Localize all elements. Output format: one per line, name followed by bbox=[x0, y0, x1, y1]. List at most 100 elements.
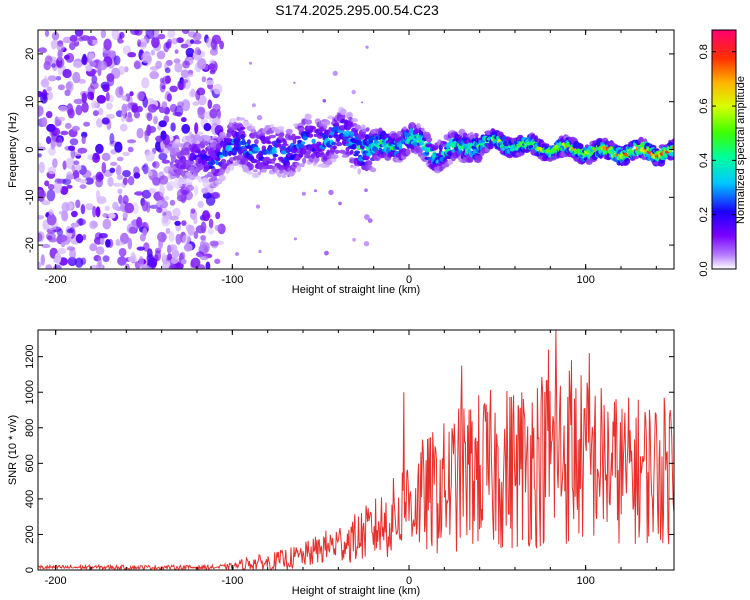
colorbar-title: Normalized spectral amplitude bbox=[735, 76, 747, 224]
noise-blob bbox=[118, 247, 127, 257]
ridge-blob bbox=[248, 163, 254, 171]
noise-blob bbox=[167, 253, 173, 261]
noise-blob bbox=[88, 39, 93, 45]
noise-blob bbox=[46, 214, 57, 226]
noise-blob bbox=[182, 60, 191, 69]
snr-y-tick-label: 800 bbox=[24, 419, 36, 437]
colorbar-tick-label: 0.4 bbox=[698, 153, 710, 168]
noise-blob bbox=[145, 150, 155, 162]
snr-series-line bbox=[38, 330, 674, 570]
noise-blob bbox=[209, 108, 218, 119]
noise-blob bbox=[215, 211, 221, 220]
noise-blob bbox=[205, 79, 215, 86]
noise-blob bbox=[130, 30, 140, 36]
noise-blob bbox=[324, 250, 329, 256]
noise-blob bbox=[182, 30, 190, 35]
ridge-blob bbox=[220, 158, 227, 164]
ridge-blob bbox=[578, 143, 584, 149]
noise-blob bbox=[60, 130, 69, 136]
noise-blob bbox=[157, 33, 166, 40]
ridge-blob bbox=[405, 148, 411, 156]
noise-blob bbox=[219, 40, 225, 50]
noise-blob bbox=[120, 123, 128, 132]
noise-blob bbox=[201, 187, 209, 194]
noise-blob bbox=[92, 153, 101, 163]
noise-blob bbox=[90, 39, 99, 45]
noise-blob bbox=[97, 173, 104, 181]
noise-blob bbox=[92, 205, 97, 218]
noise-blob bbox=[38, 261, 42, 269]
noise-blob bbox=[95, 118, 103, 128]
ridge-blob bbox=[334, 149, 340, 154]
snr-y-tick-label: 600 bbox=[24, 454, 36, 472]
noise-blob bbox=[332, 70, 338, 76]
snr-y-axis-title: SNR (10 * v/v) bbox=[7, 415, 19, 485]
noise-blob bbox=[78, 218, 83, 226]
noise-blob bbox=[104, 205, 110, 211]
ridge-blob bbox=[225, 145, 233, 152]
noise-blob bbox=[150, 127, 155, 133]
noise-blob bbox=[132, 202, 139, 215]
ridge-blob bbox=[365, 160, 373, 166]
noise-blob bbox=[79, 179, 88, 184]
ridge-blob bbox=[239, 126, 246, 130]
ridge-blob bbox=[467, 156, 474, 163]
noise-blob bbox=[112, 182, 122, 187]
noise-blob bbox=[81, 55, 88, 66]
ridge-blob bbox=[300, 141, 306, 145]
ridge-blob bbox=[198, 163, 204, 171]
noise-blob bbox=[127, 139, 137, 144]
noise-blob bbox=[150, 49, 155, 56]
noise-blob bbox=[79, 184, 87, 189]
noise-blob bbox=[77, 147, 88, 154]
noise-blob bbox=[129, 91, 134, 97]
noise-blob bbox=[161, 101, 168, 109]
noise-blob bbox=[142, 163, 149, 175]
noise-blob bbox=[255, 204, 261, 209]
ridge-blob bbox=[184, 146, 191, 152]
snr-x-axis-title: Height of straight line (km) bbox=[292, 585, 420, 597]
noise-blob bbox=[69, 34, 78, 43]
noise-blob bbox=[106, 102, 113, 110]
noise-blob bbox=[176, 37, 184, 44]
noise-blob bbox=[197, 58, 207, 70]
noise-blob bbox=[175, 233, 182, 245]
snr-panel: -200 -100 0 100 0 200 400 600 800 1000 1200 Heigh… bbox=[7, 329, 675, 597]
noise-blob bbox=[192, 101, 200, 106]
noise-blob bbox=[95, 143, 104, 154]
noise-blob bbox=[152, 161, 160, 169]
noise-blob bbox=[81, 92, 88, 104]
ridge-blob bbox=[274, 143, 279, 148]
spectrogram-y-tick-label: -20 bbox=[24, 237, 36, 253]
noise-blob bbox=[152, 176, 161, 186]
ridge-blob bbox=[188, 166, 195, 171]
noise-blob bbox=[201, 76, 207, 83]
ridge-blob bbox=[236, 134, 241, 141]
ridge-blob bbox=[334, 121, 340, 128]
noise-blob bbox=[69, 248, 76, 260]
noise-blob bbox=[75, 164, 82, 171]
noise-blob bbox=[194, 47, 201, 56]
noise-blob bbox=[87, 91, 94, 100]
ridge-blob bbox=[193, 133, 201, 141]
ridge-blob bbox=[252, 169, 258, 173]
noise-blob bbox=[145, 30, 155, 39]
ridge-blob bbox=[272, 153, 279, 158]
noise-blob bbox=[122, 170, 131, 178]
ridge-blob bbox=[183, 175, 190, 179]
ridge-blob bbox=[323, 124, 328, 129]
noise-blob bbox=[162, 75, 170, 85]
noise-blob bbox=[110, 161, 118, 166]
ridge-blob bbox=[313, 133, 318, 138]
noise-blob bbox=[74, 30, 84, 37]
noise-blob bbox=[146, 124, 152, 136]
snr-x-tick-label: -100 bbox=[221, 575, 243, 587]
snr-y-ticks: 0 200 400 600 800 1000 1200 bbox=[24, 344, 674, 573]
noise-blob bbox=[71, 164, 76, 173]
noise-blob bbox=[180, 117, 187, 123]
ridge-blob bbox=[254, 139, 259, 145]
noise-blob bbox=[47, 166, 57, 175]
noise-blob bbox=[202, 210, 210, 222]
noise-blob bbox=[149, 71, 160, 80]
snr-x-tick-label: 0 bbox=[406, 575, 412, 587]
